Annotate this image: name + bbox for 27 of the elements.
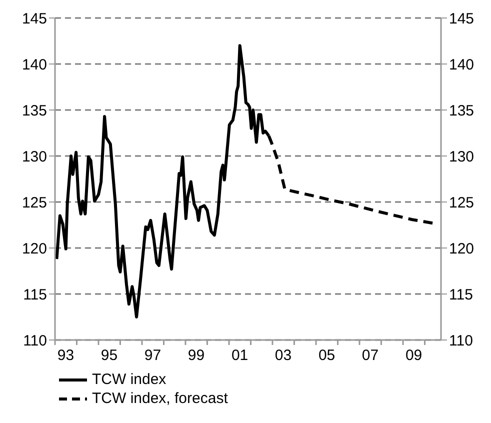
y-tick-label: 110: [23, 332, 47, 350]
y-tick-label: 115: [23, 286, 47, 304]
y2-tick-label: 140: [449, 56, 474, 74]
x-tick-label: 09: [405, 347, 422, 364]
y2-tick-label: 125: [449, 194, 474, 212]
legend-label: TCW index, forecast: [92, 390, 228, 407]
y2-tick-label: 120: [449, 240, 474, 258]
y-tick-label: 140: [22, 56, 47, 74]
y-tick-label: 135: [22, 102, 47, 120]
y2-tick-label: 110: [449, 332, 473, 350]
y-tick-label: 145: [22, 10, 47, 28]
x-tick-label: 05: [318, 347, 336, 364]
x-tick-label: 95: [100, 347, 118, 364]
y-tick-label: 130: [22, 148, 47, 166]
y2-tick-label: 135: [449, 102, 474, 120]
x-tick-label: 03: [274, 347, 292, 364]
y2-tick-label: 115: [449, 286, 473, 304]
x-tick-label: 07: [362, 347, 379, 364]
x-tick-label: 97: [144, 347, 162, 364]
y-tick-label: 120: [22, 240, 47, 258]
y-tick-label: 125: [22, 194, 47, 212]
x-tick-label: 01: [231, 347, 248, 364]
y2-tick-label: 145: [449, 10, 474, 28]
legend-label: TCW index: [92, 371, 166, 388]
x-tick-label: 93: [57, 347, 74, 364]
x-tick-label: 99: [188, 347, 205, 364]
y2-tick-label: 130: [449, 148, 474, 166]
